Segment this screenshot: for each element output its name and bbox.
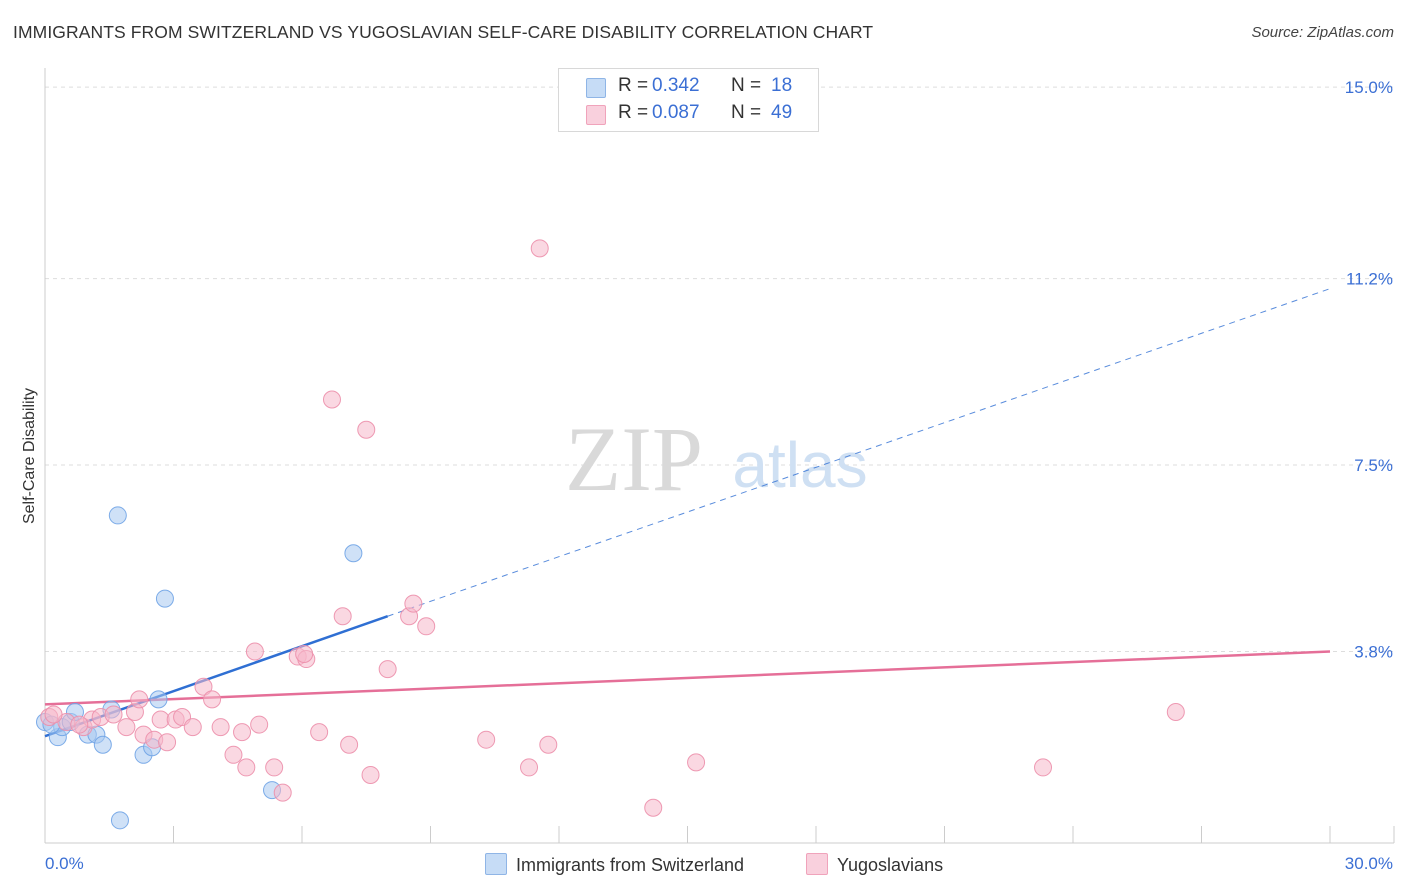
grid-lines: [45, 86, 1394, 652]
n-value: 18: [771, 75, 793, 96]
point-yugoslavians: [340, 735, 359, 754]
trend-line-yugoslavians: [44, 650, 1331, 706]
point-yugoslavians: [44, 705, 63, 724]
legend-item-switzerland: Immigrants from Switzerland: [485, 853, 744, 876]
x-tick-label-max: 30.0%: [1345, 854, 1393, 873]
legend-label-switzerland: Immigrants from Switzerland: [516, 855, 745, 875]
y-axis-label: Self-Care Disability: [21, 388, 38, 524]
point-yugoslavians: [158, 733, 177, 752]
point-yugoslavians: [310, 723, 329, 742]
point-switzerland: [344, 544, 363, 563]
point-yugoslavians: [357, 420, 376, 439]
trend-line-switzerland-extension: [387, 288, 1331, 617]
legend-swatch-switzerland: [586, 78, 606, 98]
point-yugoslavians: [151, 710, 170, 729]
n-label: N =: [731, 75, 762, 96]
point-yugoslavians: [265, 758, 284, 777]
n-value: 49: [771, 102, 793, 123]
legend-swatch-yugoslavians: [806, 853, 828, 875]
r-value: 0.087: [652, 102, 700, 123]
point-yugoslavians: [194, 677, 213, 696]
point-yugoslavians: [333, 607, 352, 626]
point-yugoslavians: [378, 660, 397, 679]
point-yugoslavians: [1166, 702, 1185, 721]
point-yugoslavians: [687, 753, 706, 772]
watermark-zip: ZIP: [565, 408, 703, 510]
y-tick-label: 11.2%: [1346, 270, 1393, 289]
point-yugoslavians: [644, 798, 663, 817]
source-label: Source: ZipAtlas.com: [1251, 24, 1394, 41]
point-yugoslavians: [237, 758, 256, 777]
legend-label-yugoslavians: Yugoslavians: [837, 855, 944, 875]
point-yugoslavians: [224, 745, 243, 764]
r-label: R =: [618, 75, 649, 96]
tick-labels: 3.8% 7.5% 11.2% 15.0% 0.0% 30.0%: [45, 78, 1393, 873]
trend-lines: [44, 288, 1331, 738]
x-tick-label-min: 0.0%: [45, 854, 84, 873]
point-yugoslavians: [477, 730, 496, 749]
point-yugoslavians: [530, 239, 549, 258]
point-switzerland: [110, 811, 129, 830]
point-yugoslavians: [322, 390, 341, 409]
point-yugoslavians: [211, 718, 230, 737]
r-value: 0.342: [652, 75, 700, 96]
y-tick-label: 3.8%: [1354, 642, 1393, 661]
point-yugoslavians: [520, 758, 539, 777]
point-yugoslavians: [539, 735, 558, 754]
point-yugoslavians: [273, 783, 292, 802]
stats-legend: R = 0.342 N = 18 R = 0.087 N = 49: [558, 68, 819, 132]
point-yugoslavians: [117, 718, 136, 737]
point-switzerland: [93, 735, 112, 754]
point-yugoslavians: [104, 705, 123, 724]
point-yugoslavians: [130, 690, 149, 709]
point-yugoslavians: [233, 723, 252, 742]
point-yugoslavians: [70, 715, 89, 734]
point-yugoslavians: [245, 642, 264, 661]
y-tick-label: 7.5%: [1354, 456, 1393, 475]
point-yugoslavians: [183, 718, 202, 737]
legend-swatch-switzerland: [485, 853, 507, 875]
y-tick-label: 15.0%: [1345, 78, 1393, 97]
point-switzerland: [149, 690, 168, 709]
point-yugoslavians: [417, 617, 436, 636]
point-switzerland: [108, 506, 127, 525]
point-switzerland: [155, 589, 174, 608]
legend-item-yugoslavians: Yugoslavians: [806, 853, 943, 876]
point-yugoslavians: [203, 690, 222, 709]
watermark-atlas: atlas: [732, 429, 867, 501]
watermark: ZIP atlas: [565, 408, 868, 510]
point-yugoslavians: [250, 715, 269, 734]
legend-swatch-yugoslavians: [586, 105, 606, 125]
chart-title: IMMIGRANTS FROM SWITZERLAND VS YUGOSLAVI…: [13, 22, 874, 42]
r-label: R =: [618, 102, 649, 123]
point-yugoslavians: [1034, 758, 1053, 777]
data-points: [36, 239, 1185, 830]
point-yugoslavians: [295, 645, 314, 664]
n-label: N =: [731, 102, 762, 123]
point-yugoslavians: [404, 594, 423, 613]
point-yugoslavians: [361, 765, 380, 784]
